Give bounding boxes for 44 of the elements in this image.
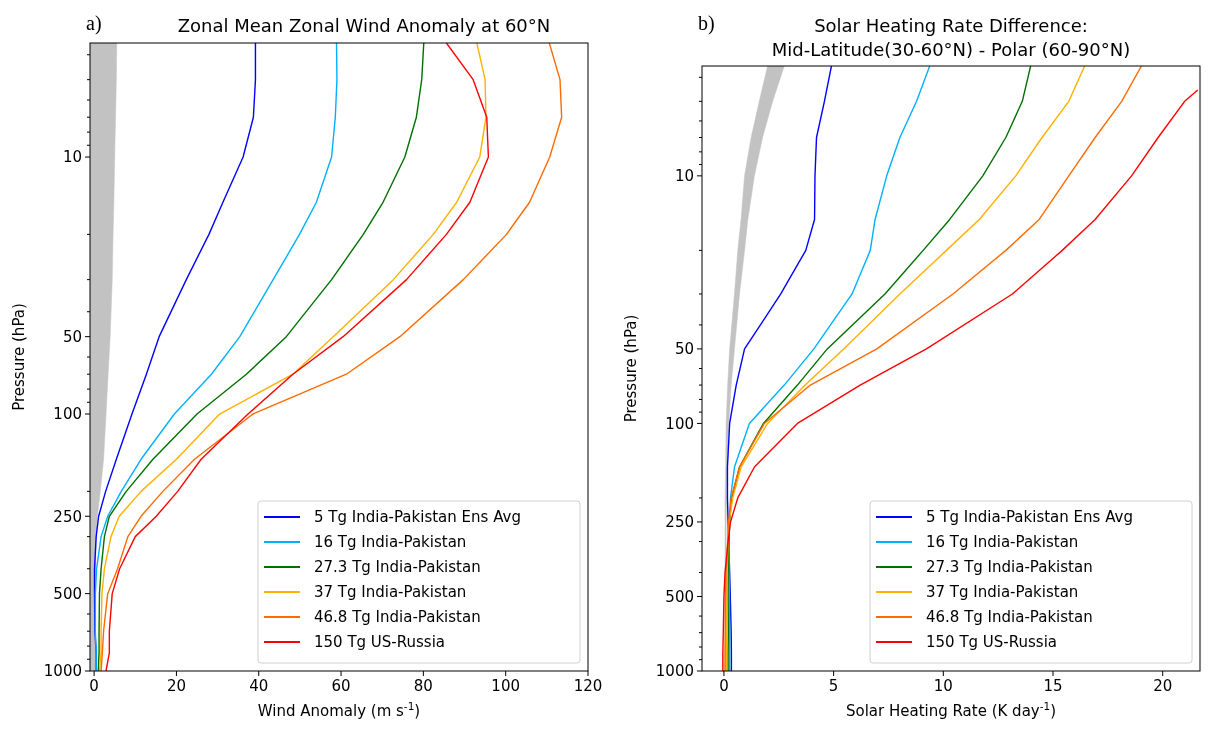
y-tick-label: 10 (674, 167, 694, 186)
x-axis-title: Solar Heating Rate (K day$^{-1}$) (845, 700, 1057, 720)
x-tick-label: 100 (491, 677, 521, 695)
x-tick-label: 20 (166, 677, 186, 695)
chart-title: Zonal Mean Zonal Wind Anomaly at 60°N (177, 15, 551, 36)
y-axis-title: Pressure (hPa) (622, 314, 640, 423)
text: a) (86, 12, 102, 35)
legend-label: 5 Tg India-Pakistan Ens Avg (314, 508, 521, 527)
legend-label: 5 Tg India-Pakistan Ens Avg (926, 508, 1133, 527)
legend-label: 27.3 Tg India-Pakistan (314, 558, 481, 577)
y-tick-label: 500 (665, 587, 694, 606)
x-tick-label: 20 (1153, 677, 1173, 695)
chart-title: Solar Heating Rate Difference: Mid-Latitude(30-60°N) - Polar (60-90°N) (771, 15, 1131, 60)
x-tick-label: 80 (413, 677, 433, 695)
y-tick-label: 1000 (43, 662, 82, 681)
y-tick-label: 1000 (655, 662, 694, 681)
legend-label: 27.3 Tg India-Pakistan (926, 558, 1093, 577)
y-tick-label: 100 (665, 414, 694, 433)
y-axis-title: Pressure (hPa) (10, 303, 28, 411)
legend-label: 37 Tg India-Pakistan (314, 583, 467, 602)
y-tick-label: 50 (62, 327, 82, 346)
legend-label: 37 Tg India-Pakistan (926, 583, 1079, 602)
legend-label: 150 Tg US-Russia (314, 633, 446, 652)
x-tick-label: 0 (89, 677, 99, 695)
y-tick-label: 50 (674, 340, 694, 359)
legend-label: 150 Tg US-Russia (926, 633, 1058, 652)
x-tick-label: 5 (828, 677, 839, 695)
x-tick-label: 40 (249, 677, 269, 695)
y-tick-label: 500 (53, 584, 82, 603)
y-tick-label: 250 (665, 513, 694, 532)
x-tick-label: 0 (719, 677, 729, 695)
legend-label: 46.8 Tg India-Pakistan (314, 608, 481, 627)
legend-label: 46.8 Tg India-Pakistan (926, 608, 1093, 627)
y-tick-label: 100 (53, 405, 82, 424)
text: b) (698, 12, 715, 35)
legend-label: 16 Tg India-Pakistan (926, 533, 1079, 552)
x-tick-label: 15 (1043, 677, 1063, 695)
x-tick-label: 120 (573, 677, 603, 695)
legend-label: 16 Tg India-Pakistan (314, 533, 467, 552)
x-tick-label: 10 (933, 677, 953, 695)
x-tick-label: 60 (331, 677, 351, 695)
x-axis-title: Wind Anomaly (m s$^{-1}$) (257, 700, 421, 720)
y-tick-label: 250 (53, 507, 82, 526)
y-tick-label: 10 (62, 148, 82, 167)
